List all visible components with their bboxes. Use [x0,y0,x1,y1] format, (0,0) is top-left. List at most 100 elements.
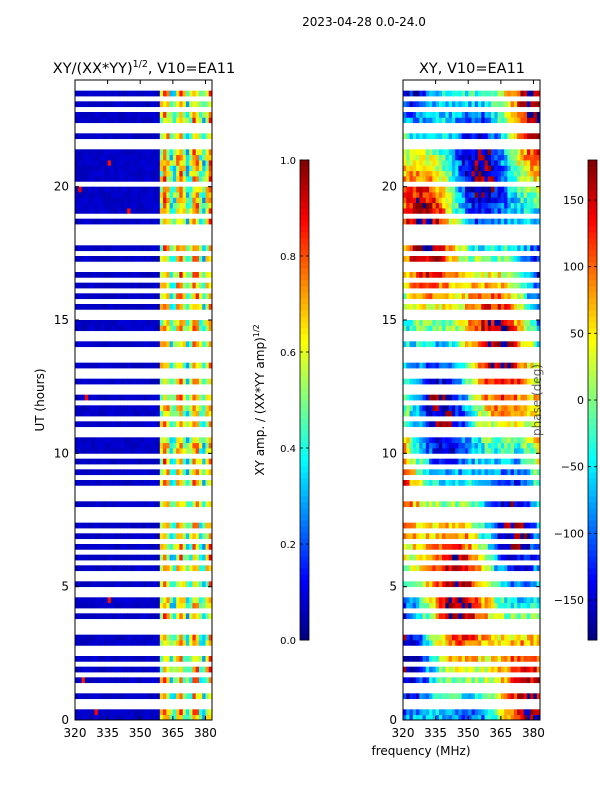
amp-cell [97,154,102,161]
amp-cell [146,458,151,465]
amp-cell [198,394,203,401]
phase-cell [448,186,453,193]
phase-cell [461,533,466,540]
phase-cell [484,709,489,716]
phase-cell [504,458,508,465]
phase-cell [484,218,489,225]
amp-cell [150,501,154,508]
phase-cell [432,197,437,204]
phase-cell [487,442,492,449]
amp-cell [146,293,151,300]
amp-cell [94,544,99,550]
phase-cell [412,522,417,529]
phase-cell [409,394,414,401]
amp-cell [143,437,148,444]
x-tick-label: 380 [194,726,217,740]
phase-cell [491,362,495,369]
phase-cell [438,160,443,166]
amp-cell [136,256,141,262]
phase-cell [468,341,472,348]
amp-cell [153,170,157,177]
phase-cell [416,160,420,166]
phase-cell [468,170,472,177]
phase-cell [429,112,433,118]
phase-cell [451,501,456,508]
amp-cell [143,666,148,673]
phase-cell [484,522,489,529]
phase-cell [497,533,502,540]
phase-cell [442,245,446,252]
amp-cell [94,160,99,166]
amp-cell [94,272,99,278]
phase-cell [412,405,417,412]
amp-cell [97,394,102,401]
amp-cell [97,90,102,97]
amp-cell [88,602,92,609]
amp-cell [81,613,86,620]
phase-cell [438,320,443,326]
amp-cell [117,256,122,262]
phase-cell [442,325,446,332]
phase-cell [468,117,472,124]
amp-cell [182,192,187,198]
amp-cell [107,202,112,209]
colorbar-tick-label: 100 [563,261,584,274]
amp-cell [185,154,190,161]
phase-cell [513,405,518,412]
amp-cell [84,117,89,124]
amp-cell [130,581,135,588]
phase-cell [500,544,505,550]
amp-cell [117,677,122,684]
phase-cell [455,693,459,700]
phase-cell [425,602,430,609]
phase-cell [487,133,492,140]
amp-cell [91,149,95,156]
phase-cell [419,325,423,332]
amp-cell [208,640,213,646]
amp-cell [192,458,197,465]
phase-cell [494,256,498,262]
phase-cell [520,565,525,572]
phase-cell [412,554,417,561]
phase-cell [422,165,427,172]
amp-cell [114,410,118,417]
phase-cell [520,165,525,172]
amp-cell [202,581,206,588]
amp-cell [123,117,128,124]
amp-cell [140,581,144,588]
amp-cell [208,197,213,204]
amp-cell [101,325,105,332]
phase-cell [530,469,534,476]
phase-cell [471,245,476,252]
phase-cell [435,117,440,124]
amp-cell [179,165,184,172]
amp-cell [114,394,118,401]
amp-cell [163,218,167,225]
phase-cell [533,272,538,278]
amp-cell [205,112,210,118]
amp-cell [182,325,187,332]
amp-cell [75,90,79,97]
amp-cell [192,714,197,721]
phase-cell [419,208,423,214]
amp-cell [88,480,92,486]
phase-cell [500,501,505,508]
phase-cell [416,410,420,417]
amp-cell [94,533,99,540]
phase-cell [533,693,538,700]
phase-cell [474,533,479,540]
phase-cell [500,218,505,225]
amp-cell [81,101,86,108]
phase-cell [406,533,410,540]
amp-cell [150,565,154,572]
phase-cell [523,442,528,449]
phase-cell [520,613,525,620]
amp-cell [159,282,164,289]
amp-cell [88,405,92,412]
amp-cell [84,293,89,300]
phase-cell [513,544,518,550]
phase-cell [507,442,512,449]
phase-cell [442,442,446,449]
phase-cell [442,677,446,684]
amp-cell [133,90,138,97]
